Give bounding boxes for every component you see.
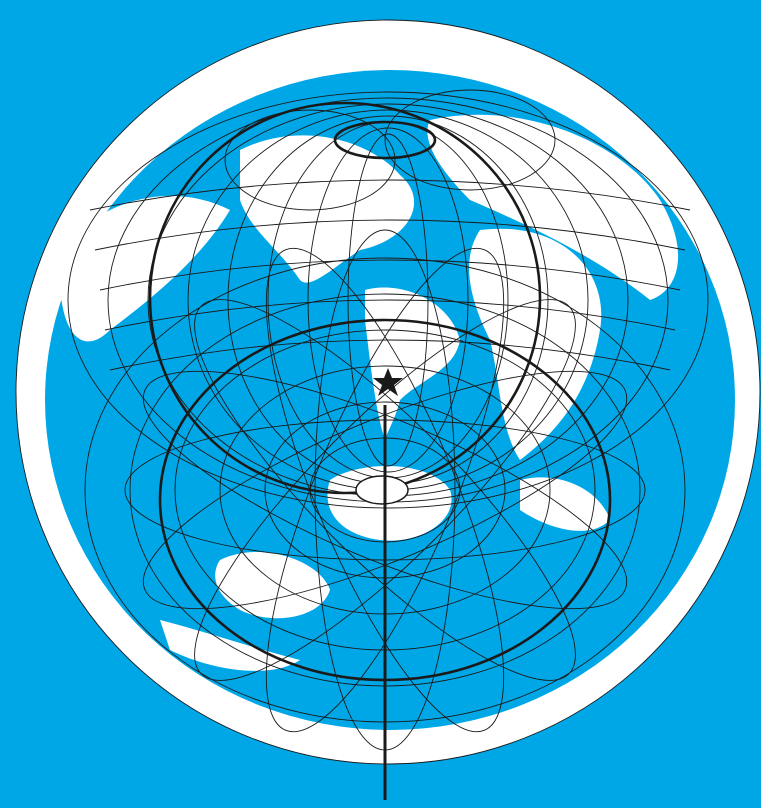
graticule-line [99, 259, 681, 291]
asia-west [59, 195, 230, 342]
graticule-line [67, 91, 709, 509]
star [373, 368, 403, 396]
graticule-line [265, 247, 505, 733]
graticule-line [142, 370, 628, 610]
graticule-line [89, 179, 691, 211]
graticule-line [307, 127, 469, 473]
graticule-line [104, 299, 676, 331]
graticule-line [142, 370, 628, 610]
islands [160, 477, 610, 671]
graticule-line [265, 247, 505, 733]
eurasia [427, 114, 679, 300]
pole [355, 475, 409, 505]
graticule-line [194, 299, 576, 681]
graticule-loop [224, 109, 396, 211]
graticule-line [109, 339, 671, 371]
graticule-line [94, 219, 686, 251]
graticule-line [194, 299, 576, 681]
graticule-loop [384, 89, 556, 191]
graticule-line [347, 133, 429, 467]
outer-edge [15, 19, 761, 765]
australia [215, 551, 330, 619]
